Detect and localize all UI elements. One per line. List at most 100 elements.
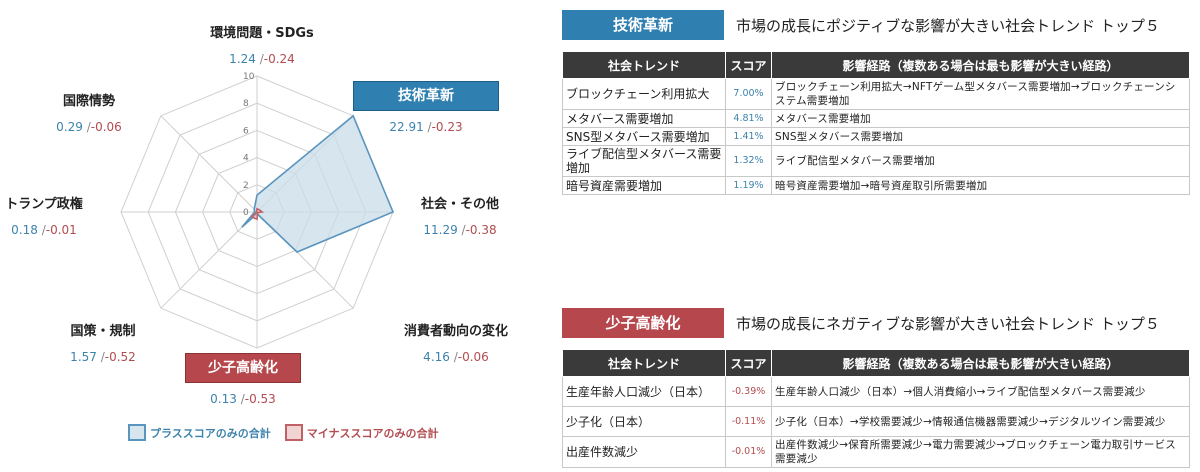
axis-values: 0.29 /-0.06 xyxy=(56,120,122,134)
path-cell: メタバース需要増加 xyxy=(771,109,1190,128)
axis-values: 1.24 /-0.24 xyxy=(229,52,295,66)
axis-label: 国際情勢 xyxy=(62,94,116,109)
positive-section-header: 技術革新 市場の成長にポジティブな影響が大きい社会トレンド トップ５ xyxy=(562,8,1188,42)
radar-chart: 0 2 4 6 8 10 xyxy=(120,72,395,349)
positive-section-title: 市場の成長にポジティブな影響が大きい社会トレンド トップ５ xyxy=(736,16,1160,35)
axis-minus-value: -0.01 xyxy=(45,223,77,237)
table-header-row: 社会トレンド スコア 影響経路（複数ある場合は最も影響が大きい経路） xyxy=(562,349,1190,377)
legend-item-positive: プラススコアのみの合計 xyxy=(128,424,271,441)
axis-label: 社会・その他 xyxy=(420,197,500,212)
table-row: 暗号資産需要増加 1.19% 暗号資産需要増加→暗号資産取引所需要増加 xyxy=(562,176,1190,195)
axis-label: 国策・規制 xyxy=(70,324,136,339)
col-header-path: 影響経路（複数ある場合は最も影響が大きい経路） xyxy=(771,349,1190,377)
grid-spoke xyxy=(160,115,258,213)
axis-plus-value: 1.57 xyxy=(70,350,97,364)
path-cell: ブロックチェーン利用拡大→NFTゲーム型メタバース需要増加→ブロックチェーンシス… xyxy=(771,78,1190,110)
legend-label-positive: プラススコアのみの合計 xyxy=(150,426,271,440)
axis-minus-value: -0.38 xyxy=(465,223,497,237)
positive-section: 技術革新 市場の成長にポジティブな影響が大きい社会トレンド トップ５ 社会トレン… xyxy=(562,8,1190,195)
score-cell: -0.39% xyxy=(725,376,772,407)
axis-values: 0.13 /-0.53 xyxy=(210,392,276,406)
table-row: SNS型メタバース需要増加 1.41% SNS型メタバース需要増加 xyxy=(562,127,1190,146)
axis-plus-value: 4.16 xyxy=(423,350,450,364)
negative-section-title: 市場の成長にネガティブな影響が大きい社会トレンド トップ５ xyxy=(736,314,1160,333)
axis-plus-value: 0.18 xyxy=(11,223,38,237)
radial-tick-label: 4 xyxy=(243,154,249,164)
value-separator: / xyxy=(96,350,105,364)
axis-plus-value: 0.29 xyxy=(56,120,83,134)
score-cell: 1.19% xyxy=(725,176,772,195)
axis-values: 4.16 /-0.06 xyxy=(423,350,489,364)
axis-minus-value: -0.06 xyxy=(90,120,122,134)
value-separator: / xyxy=(236,392,245,406)
path-cell: SNS型メタバース需要増加 xyxy=(771,127,1190,146)
score-cell: -0.11% xyxy=(725,406,772,437)
axis-values: 0.18 /-0.01 xyxy=(11,223,77,237)
axis-label: 消費者動向の変化 xyxy=(403,324,509,339)
axis-plus-value: 0.13 xyxy=(210,392,237,406)
value-separator: / xyxy=(255,52,264,66)
chart-legend: プラススコアのみの合計 マイナススコアのみの合計 xyxy=(128,424,439,441)
table-row: 生産年齢人口減少（日本） -0.39% 生産年齢人口減少（日本）→個人消費縮小→… xyxy=(562,376,1190,407)
radial-tick-label: 8 xyxy=(243,99,249,109)
score-cell: -0.01% xyxy=(725,436,772,468)
legend-item-negative: マイナススコアのみの合計 xyxy=(284,424,439,441)
score-cell: 1.41% xyxy=(725,127,772,146)
path-cell: 生産年齢人口減少（日本）→個人消費縮小→ライブ配信型メタバース需要減少 xyxy=(771,376,1190,407)
legend-swatch-positive xyxy=(128,424,146,441)
score-cell: 7.00% xyxy=(725,78,772,110)
table-row: ブロックチェーン利用拡大 7.00% ブロックチェーン利用拡大→NFTゲーム型メ… xyxy=(562,78,1190,110)
trend-cell: 出産件数減少 xyxy=(562,436,726,468)
positive-table: 社会トレンド スコア 影響経路（複数ある場合は最も影響が大きい経路） ブロックチ… xyxy=(562,51,1190,195)
trend-cell: メタバース需要増加 xyxy=(562,109,726,128)
trend-cell: ブロックチェーン利用拡大 xyxy=(562,78,726,110)
trend-cell: ライブ配信型メタバース需要増加 xyxy=(562,145,726,177)
axis-minus-value: -0.24 xyxy=(263,52,295,66)
positive-badge: 技術革新 xyxy=(562,10,724,40)
score-cell: 1.32% xyxy=(725,145,772,177)
axis-values: 22.91 /-0.23 xyxy=(389,120,462,134)
axis-minus-value: -0.52 xyxy=(104,350,136,364)
col-header-score: スコア xyxy=(725,51,772,79)
legend-swatch-negative xyxy=(284,424,303,441)
axis-plus-value: 1.24 xyxy=(229,52,256,66)
col-header-trend: 社会トレンド xyxy=(562,51,726,79)
value-separator: / xyxy=(82,120,91,134)
legend-label-negative: マイナススコアのみの合計 xyxy=(306,426,439,440)
trend-cell: 生産年齢人口減少（日本） xyxy=(562,376,726,407)
axis-label: 少子高齢化 xyxy=(185,353,301,383)
value-separator: / xyxy=(423,120,432,134)
col-header-trend: 社会トレンド xyxy=(562,349,726,377)
axis-minus-value: -0.53 xyxy=(244,392,276,406)
axis-plus-value: 22.91 xyxy=(389,120,424,134)
grid-spoke xyxy=(160,211,258,309)
table-row: メタバース需要増加 4.81% メタバース需要増加 xyxy=(562,109,1190,128)
axis-values: 11.29 /-0.38 xyxy=(423,223,496,237)
path-cell: 少子化（日本）→学校需要減少→情報通信機器需要減少→デジタルツイン需要減少 xyxy=(771,406,1190,437)
axis-label: 技術革新 xyxy=(353,81,499,111)
value-separator: / xyxy=(449,350,458,364)
axis-values: 1.57 /-0.52 xyxy=(70,350,136,364)
col-header-score: スコア xyxy=(725,349,772,377)
table-row: 少子化（日本） -0.11% 少子化（日本）→学校需要減少→情報通信機器需要減少… xyxy=(562,406,1190,437)
negative-section-header: 少子高齢化 市場の成長にネガティブな影響が大きい社会トレンド トップ５ xyxy=(562,306,1188,340)
table-row: 出産件数減少 -0.01% 出産件数減少→保育所需要減少→電力需要減少→ブロック… xyxy=(562,436,1190,468)
radial-tick-label: 6 xyxy=(243,126,249,136)
score-cell: 4.81% xyxy=(725,109,772,128)
table-row: ライブ配信型メタバース需要増加 1.32% ライブ配信型メタバース需要増加 xyxy=(562,145,1190,177)
col-header-path: 影響経路（複数ある場合は最も影響が大きい経路） xyxy=(771,51,1190,79)
trend-cell: 少子化（日本） xyxy=(562,406,726,437)
axis-minus-value: -0.23 xyxy=(431,120,463,134)
table-header-row: 社会トレンド スコア 影響経路（複数ある場合は最も影響が大きい経路） xyxy=(562,51,1190,79)
path-cell: 暗号資産需要増加→暗号資産取引所需要増加 xyxy=(771,176,1190,195)
negative-table: 社会トレンド スコア 影響経路（複数ある場合は最も影響が大きい経路） 生産年齢人… xyxy=(562,349,1190,468)
negative-badge: 少子高齢化 xyxy=(562,308,724,338)
path-cell: 出産件数減少→保育所需要減少→電力需要減少→ブロックチェーン電力取引サービス需要… xyxy=(771,436,1190,468)
path-cell: ライブ配信型メタバース需要増加 xyxy=(771,145,1190,177)
radial-tick-label: 2 xyxy=(243,181,249,191)
radial-tick-label: 10 xyxy=(243,72,255,82)
trend-cell: SNS型メタバース需要増加 xyxy=(562,127,726,146)
axis-plus-value: 11.29 xyxy=(423,223,458,237)
negative-section: 少子高齢化 市場の成長にネガティブな影響が大きい社会トレンド トップ５ 社会トレ… xyxy=(562,306,1190,468)
radial-tick-label: 0 xyxy=(243,208,249,218)
